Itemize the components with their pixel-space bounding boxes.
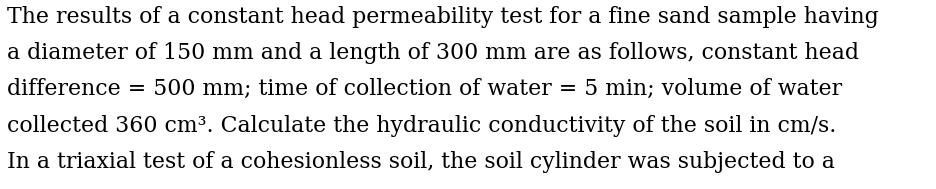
Text: In a triaxial test of a cohesionless soil, the soil cylinder was subjected to a: In a triaxial test of a cohesionless soi… xyxy=(7,151,835,173)
Text: The results of a constant head permeability test for a fine sand sample having: The results of a constant head permeabil… xyxy=(7,6,878,28)
Text: collected 360 cm³. Calculate the hydraulic conductivity of the soil in cm/s.: collected 360 cm³. Calculate the hydraul… xyxy=(7,115,836,136)
Text: a diameter of 150 mm and a length of 300 mm are as follows, constant head: a diameter of 150 mm and a length of 300… xyxy=(7,42,858,64)
Text: difference = 500 mm; time of collection of water = 5 min; volume of water: difference = 500 mm; time of collection … xyxy=(7,78,841,100)
